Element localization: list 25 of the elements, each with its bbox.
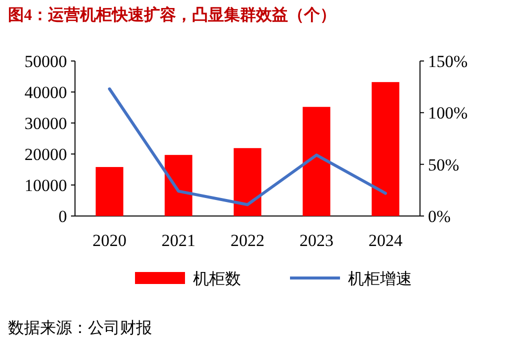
legend-label: 机柜增速 <box>348 270 412 288</box>
y-tick-label: 50000 <box>24 52 67 71</box>
source-note: 数据来源：公司财报 <box>8 319 152 337</box>
bar <box>372 82 400 216</box>
chart-title: 图4：运营机柜快速扩容，凸显集群效益（个） <box>8 5 336 24</box>
y-tick-label: 20000 <box>24 145 67 164</box>
y-tick-label: 10000 <box>24 176 67 195</box>
line-series <box>108 87 387 206</box>
x-tick-label: 2021 <box>162 231 196 250</box>
x-tick-label: 2022 <box>230 231 264 250</box>
x-tick-label: 2023 <box>300 231 334 250</box>
y2-tick-label: 100% <box>428 104 468 123</box>
bar <box>96 167 124 216</box>
bar <box>234 148 262 216</box>
bar <box>302 106 330 216</box>
y-tick-label: 40000 <box>24 83 67 102</box>
x-tick-label: 2024 <box>368 231 403 250</box>
x-tick-label: 2020 <box>92 231 126 250</box>
y2-tick-label: 0% <box>428 207 451 226</box>
bar <box>164 154 192 216</box>
legend-label: 机柜数 <box>193 270 241 288</box>
y-tick-label: 30000 <box>24 114 67 133</box>
y2-tick-label: 50% <box>428 155 460 174</box>
y2-tick-label: 150% <box>428 52 468 71</box>
y-tick-label: 0 <box>58 207 67 226</box>
